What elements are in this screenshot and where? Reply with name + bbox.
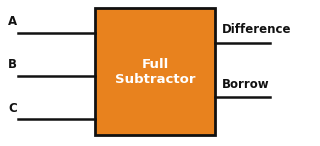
FancyBboxPatch shape (95, 8, 215, 135)
Text: Difference: Difference (222, 24, 292, 36)
Text: Full
Subtractor: Full Subtractor (115, 58, 195, 86)
Text: B: B (8, 59, 17, 72)
Text: A: A (8, 15, 17, 28)
Text: Borrow: Borrow (222, 78, 270, 91)
Text: C: C (8, 101, 17, 114)
